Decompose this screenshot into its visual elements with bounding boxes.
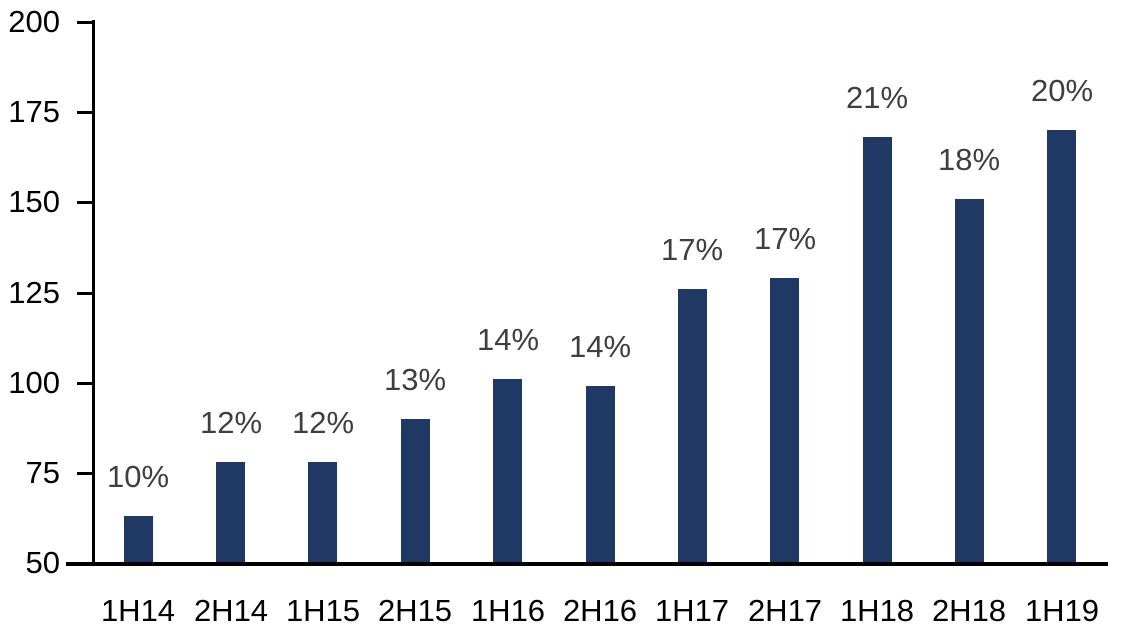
y-axis-tick: [77, 472, 92, 475]
bar: [863, 137, 892, 563]
y-axis-tick-label: 100: [8, 365, 60, 400]
bar-value-label: 14%: [568, 329, 632, 364]
x-axis-tick-label: 1H15: [285, 593, 361, 628]
bar-value-label: 17%: [753, 221, 817, 256]
y-axis-tick-label: 50: [25, 545, 60, 580]
y-axis-tick-label: 200: [8, 4, 60, 39]
bar: [124, 516, 153, 563]
bar: [955, 199, 984, 563]
x-axis-tick-label: 1H19: [1024, 593, 1100, 628]
x-axis-tick-label: 1H14: [100, 593, 176, 628]
x-axis-tick-label: 2H15: [377, 593, 453, 628]
y-axis-tick: [77, 382, 92, 385]
bar: [493, 379, 522, 563]
y-axis-tick-label: 125: [8, 275, 60, 310]
y-axis-tick: [77, 292, 92, 295]
bar: [216, 462, 245, 563]
x-axis-line: [66, 562, 1108, 566]
bar-value-label: 21%: [845, 80, 909, 115]
y-axis-line: [92, 20, 95, 566]
y-axis-tick: [77, 21, 92, 24]
y-axis-tick-label: 150: [8, 184, 60, 219]
bar-value-label: 12%: [291, 405, 355, 440]
x-axis-tick-label: 2H18: [931, 593, 1007, 628]
y-axis-tick: [77, 111, 92, 114]
bar-value-label: 20%: [1030, 73, 1094, 108]
bar: [308, 462, 337, 563]
bar-value-label: 12%: [199, 405, 263, 440]
bar: [770, 278, 799, 563]
bar-value-label: 14%: [476, 322, 540, 357]
x-axis-tick-label: 1H17: [654, 593, 730, 628]
x-axis-tick-label: 2H17: [747, 593, 823, 628]
bar: [1047, 130, 1076, 563]
bar-value-label: 17%: [660, 232, 724, 267]
x-axis-tick-label: 1H16: [470, 593, 546, 628]
y-axis-tick-label: 175: [8, 94, 60, 129]
y-axis-tick-label: 75: [25, 455, 60, 490]
x-axis-tick-label: 2H16: [562, 593, 638, 628]
x-axis-tick-label: 2H14: [193, 593, 269, 628]
y-axis-tick: [77, 201, 92, 204]
bar-value-label: 13%: [383, 362, 447, 397]
x-axis-tick-label: 1H18: [839, 593, 915, 628]
bar: [586, 386, 615, 563]
bar-value-label: 10%: [106, 459, 170, 494]
bar: [401, 419, 430, 563]
bar: [678, 289, 707, 563]
bar-value-label: 18%: [937, 142, 1001, 177]
